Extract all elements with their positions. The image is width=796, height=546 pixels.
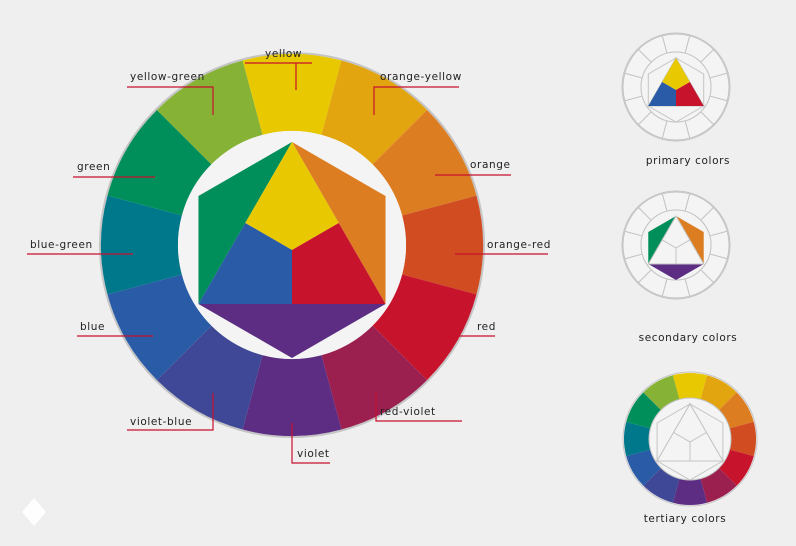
wheel-segment [156,325,263,430]
primary-red [292,223,386,304]
wheel-segment [729,421,756,457]
leader-line [245,62,312,90]
wheel-segment [402,195,483,295]
primary-blue [198,223,292,304]
segment-label: yellow-green [130,71,205,83]
segment-label: green [77,161,110,173]
wheel-segment [643,375,680,411]
segment-label: blue-green [30,239,93,251]
wheel-segment [672,478,708,505]
wheel-segment [372,109,477,216]
wheel-outline [622,371,758,507]
wheel-segment [156,60,263,165]
wheel-segment [672,373,708,400]
segment-label: violet [297,448,330,460]
wheel-segment [242,355,342,436]
segment-label: orange-red [487,239,551,251]
leader-line [373,86,459,115]
logo [22,498,46,526]
wheel-segment [718,449,754,486]
leader-line [375,393,462,422]
wheel-segment [321,325,428,430]
wheel-segment [107,109,212,216]
segment-label: red-violet [380,406,436,418]
primary-blue [648,82,676,106]
primary-red [676,82,704,106]
segment-label: orange [470,159,511,171]
primary-yellow [662,58,690,90]
leader-line [127,86,214,115]
segment-label: red [477,321,496,333]
segment-label: yellow [265,48,302,60]
wheel-segment [242,54,342,135]
wheel-segment [643,467,680,503]
wheel-segment [624,421,651,457]
wheel-segment [700,375,737,411]
caption: secondary colors [639,332,738,344]
secondary-orange [674,56,705,108]
wheel-segment [372,274,477,381]
caption: tertiary colors [644,513,727,525]
primary-blue [656,431,691,462]
wheel-segment [101,195,182,295]
segment-label: orange-yellow [380,71,462,83]
secondary-violet [198,304,386,358]
leader-line [127,393,214,431]
wheel-segment [626,449,662,486]
wheel-segment [626,392,662,429]
primary-yellow [245,142,339,250]
leader-line [291,423,330,464]
wheel-segment [107,274,212,381]
segment-label: blue [80,321,105,333]
caption: primary colors [646,155,730,167]
wheel-segment [718,392,754,429]
primary-blue [647,239,677,265]
secondary-green [647,56,678,108]
segment-label: violet-blue [130,416,192,428]
secondary-violet [648,264,704,280]
wheel-segment [700,467,737,503]
